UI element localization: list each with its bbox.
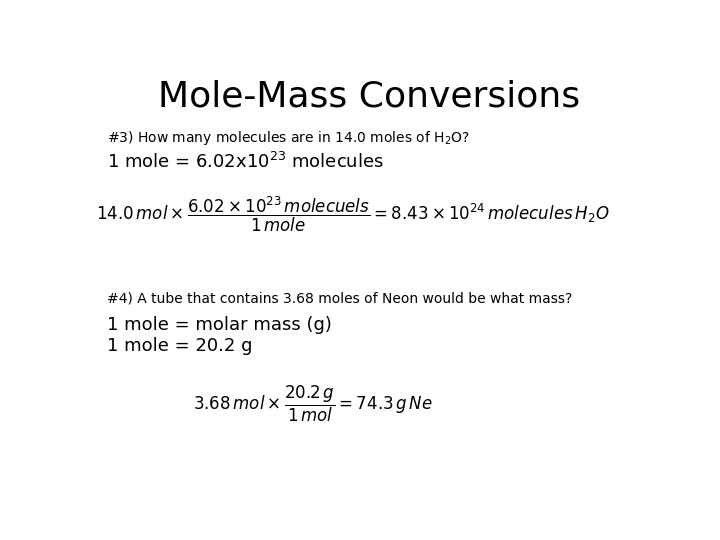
Text: $3.68\,mol\times\dfrac{20.2\,g}{1\,mol} = 74.3\,g\,Ne$: $3.68\,mol\times\dfrac{20.2\,g}{1\,mol} … <box>193 383 433 424</box>
Text: Mole-Mass Conversions: Mole-Mass Conversions <box>158 79 580 113</box>
Text: #4) A tube that contains 3.68 moles of Neon would be what mass?: #4) A tube that contains 3.68 moles of N… <box>107 292 572 306</box>
Text: 1 mole = 20.2 g: 1 mole = 20.2 g <box>107 337 252 355</box>
Text: #3) How many molecules are in 14.0 moles of $\mathregular{H_2O}$?: #3) How many molecules are in 14.0 moles… <box>107 129 469 147</box>
Text: 1 mole = 6.02x10$^{23}$ molecules: 1 mole = 6.02x10$^{23}$ molecules <box>107 152 384 172</box>
Text: 1 mole = molar mass (g): 1 mole = molar mass (g) <box>107 316 332 334</box>
Text: $14.0\,mol\times\dfrac{6.02\times10^{23}\,molecuels}{1\,mole} = 8.43\times10^{24: $14.0\,mol\times\dfrac{6.02\times10^{23}… <box>96 195 609 234</box>
